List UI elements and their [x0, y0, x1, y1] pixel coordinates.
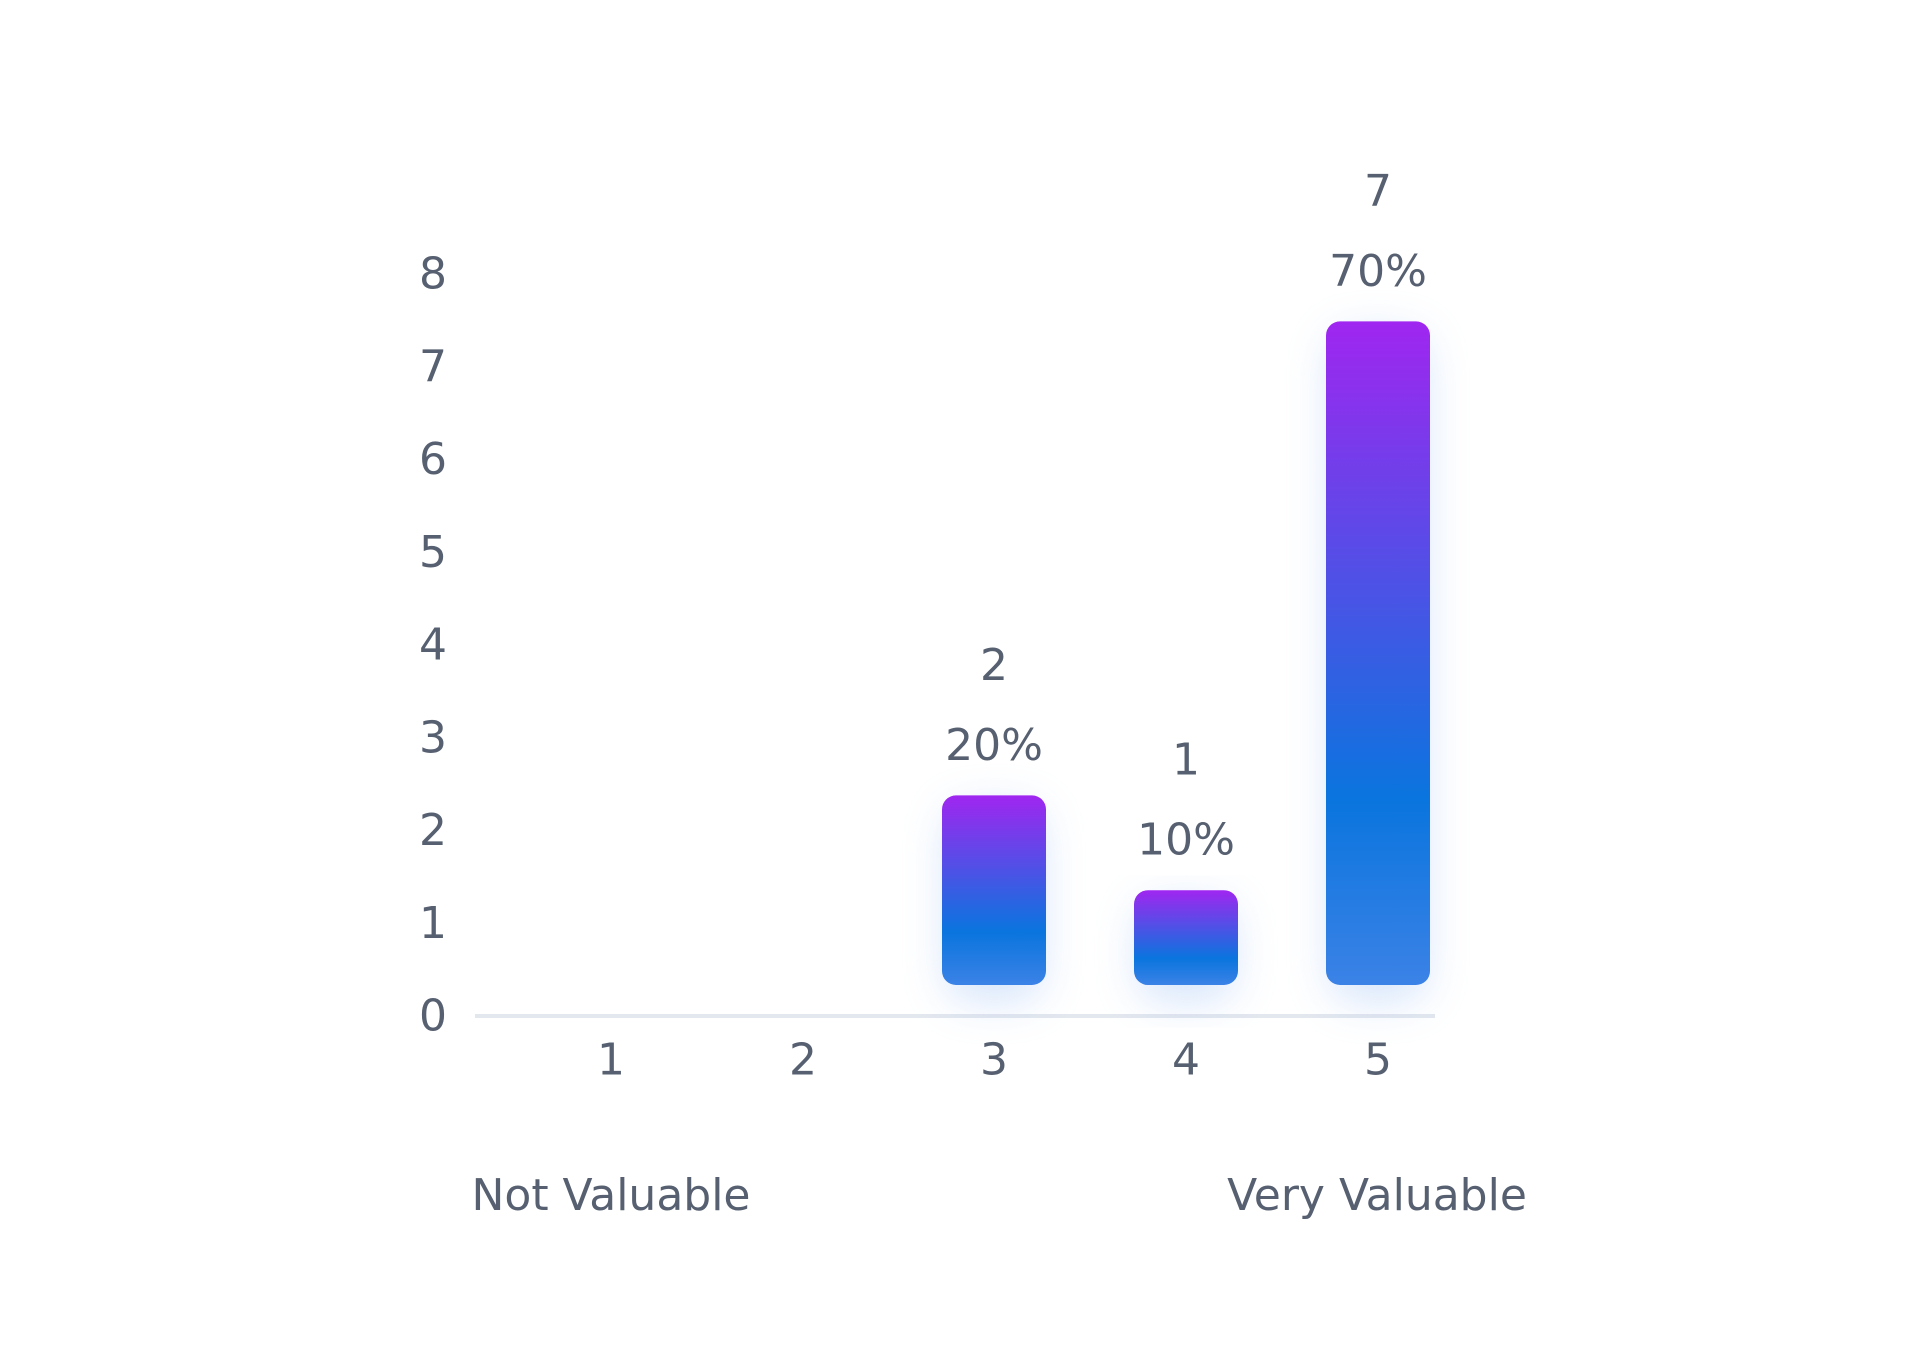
x-tick-label: 2	[789, 1035, 817, 1086]
x-tick-label: 5	[1364, 1035, 1392, 1086]
x-tick-label: 4	[1172, 1035, 1200, 1086]
bar-percent-label: 20%	[945, 720, 1043, 771]
y-tick-label: 4	[419, 620, 447, 671]
y-tick-label: 3	[419, 712, 447, 763]
scale-high-label: Very Valuable	[1227, 1170, 1527, 1221]
y-tick-label: 6	[419, 434, 447, 485]
x-tick-label: 1	[597, 1035, 625, 1086]
bar-count-label: 2	[980, 640, 1008, 691]
y-axis: 0 1 2 3 4 5 6 7 8	[419, 249, 447, 1042]
y-tick-label: 7	[419, 341, 447, 392]
scale-low-label: Not Valuable	[471, 1170, 750, 1221]
bars-group: 20% 2 10% 1 70% 7	[942, 166, 1430, 999]
x-axis: 1 2 3 4 5	[597, 1035, 1392, 1086]
x-tick-label: 3	[980, 1035, 1008, 1086]
y-tick-label: 1	[419, 898, 447, 949]
bar-count-label: 7	[1364, 166, 1392, 217]
bar-3	[942, 795, 1046, 985]
bar-percent-label: 10%	[1137, 815, 1235, 866]
y-tick-label: 5	[419, 527, 447, 578]
bar-count-label: 1	[1172, 735, 1200, 786]
y-tick-label: 0	[419, 991, 447, 1042]
y-tick-label: 8	[419, 249, 447, 300]
bar-4	[1134, 890, 1238, 985]
bar-percent-label: 70%	[1329, 246, 1427, 297]
y-tick-label: 2	[419, 805, 447, 856]
bar-5	[1326, 321, 1430, 985]
